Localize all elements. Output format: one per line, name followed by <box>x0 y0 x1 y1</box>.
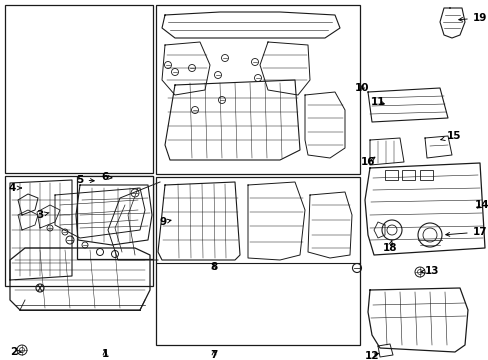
Bar <box>5 176 153 286</box>
Text: 7: 7 <box>210 350 217 360</box>
Bar <box>384 170 397 180</box>
Text: 10: 10 <box>354 83 368 93</box>
Text: 15: 15 <box>440 131 460 141</box>
Text: 11: 11 <box>370 97 385 107</box>
Text: 3: 3 <box>36 210 49 220</box>
Bar <box>419 170 432 180</box>
Text: 5: 5 <box>76 175 94 185</box>
Text: 6: 6 <box>101 172 112 182</box>
Text: 19: 19 <box>458 13 486 23</box>
Bar <box>156 177 359 345</box>
Text: 14: 14 <box>474 200 488 210</box>
Text: 4: 4 <box>8 183 21 193</box>
Text: 18: 18 <box>382 240 396 253</box>
Bar <box>77 176 153 259</box>
Bar <box>401 170 414 180</box>
Text: 2: 2 <box>10 347 21 357</box>
Text: 1: 1 <box>101 349 108 359</box>
Text: 13: 13 <box>420 266 438 276</box>
Text: 17: 17 <box>445 227 487 237</box>
Text: 16: 16 <box>360 157 374 167</box>
Bar <box>5 5 153 173</box>
Text: 8: 8 <box>210 262 217 272</box>
Text: 9: 9 <box>159 217 171 227</box>
Bar <box>156 5 359 174</box>
Text: 12: 12 <box>364 351 379 360</box>
